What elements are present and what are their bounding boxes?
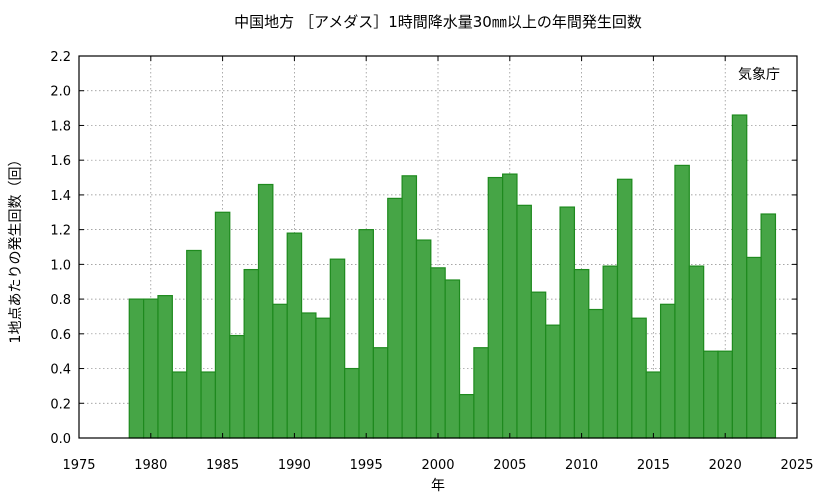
x-tick-label: 1995 [350, 458, 383, 473]
bar-2010 [573, 268, 590, 439]
x-tick-label: 1975 [62, 458, 95, 473]
bar-1995 [358, 229, 374, 439]
bar-2013 [616, 178, 633, 439]
bar-2016 [659, 303, 676, 439]
x-tick-label: 2020 [709, 458, 742, 473]
bar-1991 [300, 312, 317, 439]
bar-2004 [487, 176, 504, 439]
x-tick-label: 1980 [134, 458, 167, 473]
bar-2009 [559, 206, 576, 439]
bar-2008 [545, 324, 561, 439]
y-axis-label: 1地点あたりの発生回数（回） [8, 153, 24, 344]
bar-1986 [229, 334, 245, 439]
source-annotation: 気象庁 [738, 67, 780, 83]
y-tick-label: 1.2 [50, 224, 71, 239]
bar-1984 [200, 371, 217, 439]
y-tick-label: 0.8 [50, 293, 71, 308]
bar-2018 [688, 265, 705, 439]
x-tick-label: 1990 [278, 458, 311, 473]
y-tick-label: 2.0 [50, 85, 71, 100]
bar-1989 [272, 303, 288, 439]
bar-2002 [458, 393, 475, 439]
y-tick-label: 1.8 [50, 119, 71, 134]
bar-2006 [516, 204, 532, 439]
y-tick-label: 1.4 [50, 189, 71, 204]
ticks-layer: 0.0 0.2 0.4 0.6 0.8 1.0 1.2 1.4 1.6 1.8 2.0 2.2 1975… [50, 50, 813, 473]
x-tick-label: 2015 [637, 458, 670, 473]
y-tick-label: 0.0 [50, 432, 71, 447]
bar-1981 [157, 295, 173, 439]
bar-2021 [731, 114, 748, 439]
bar-1990 [286, 232, 303, 439]
bar-2011 [588, 308, 604, 439]
bar-1979 [128, 298, 145, 439]
bar-1997 [387, 197, 403, 439]
bar-2003 [473, 347, 489, 439]
y-tick-label: 0.4 [50, 363, 71, 378]
bar-1980 [143, 298, 159, 439]
bar-2007 [530, 291, 547, 439]
bar-1992 [315, 317, 331, 439]
bar-1983 [186, 249, 202, 439]
bar-1988 [257, 183, 274, 439]
bars-layer [128, 114, 777, 439]
bar-1996 [372, 347, 389, 439]
bar-2000 [430, 267, 446, 439]
chart-title: 中国地方 ［アメダス］1時間降水量30㎜以上の年間発生回数 [234, 13, 642, 31]
bar-2017 [674, 164, 690, 439]
bar-1994 [344, 367, 360, 439]
bar-2001 [444, 279, 461, 439]
bar-2012 [602, 265, 619, 439]
y-tick-label: 1.0 [50, 258, 71, 273]
bar-2005 [502, 173, 518, 439]
bar-2020 [717, 350, 733, 439]
bar-2015 [645, 371, 662, 439]
bar-1982 [171, 371, 188, 439]
bar-1987 [243, 268, 260, 439]
bar-2019 [703, 350, 719, 439]
x-tick-label: 1985 [206, 458, 239, 473]
y-tick-label: 0.6 [50, 328, 71, 343]
x-tick-label: 2025 [780, 458, 813, 473]
bar-1985 [214, 211, 231, 439]
y-tick-label: 0.2 [50, 397, 71, 412]
y-tick-label: 1.6 [50, 154, 71, 169]
bar-2022 [746, 256, 762, 439]
bar-1998 [401, 175, 418, 439]
x-tick-label: 2005 [493, 458, 526, 473]
bar-2023 [760, 213, 777, 439]
x-tick-label: 2000 [421, 458, 454, 473]
bar-1999 [415, 239, 432, 439]
y-tick-label: 2.2 [50, 50, 71, 65]
x-axis-label: 年 [431, 478, 445, 494]
x-tick-label: 2010 [565, 458, 598, 473]
bar-2014 [631, 317, 647, 439]
bar-1993 [329, 258, 346, 439]
